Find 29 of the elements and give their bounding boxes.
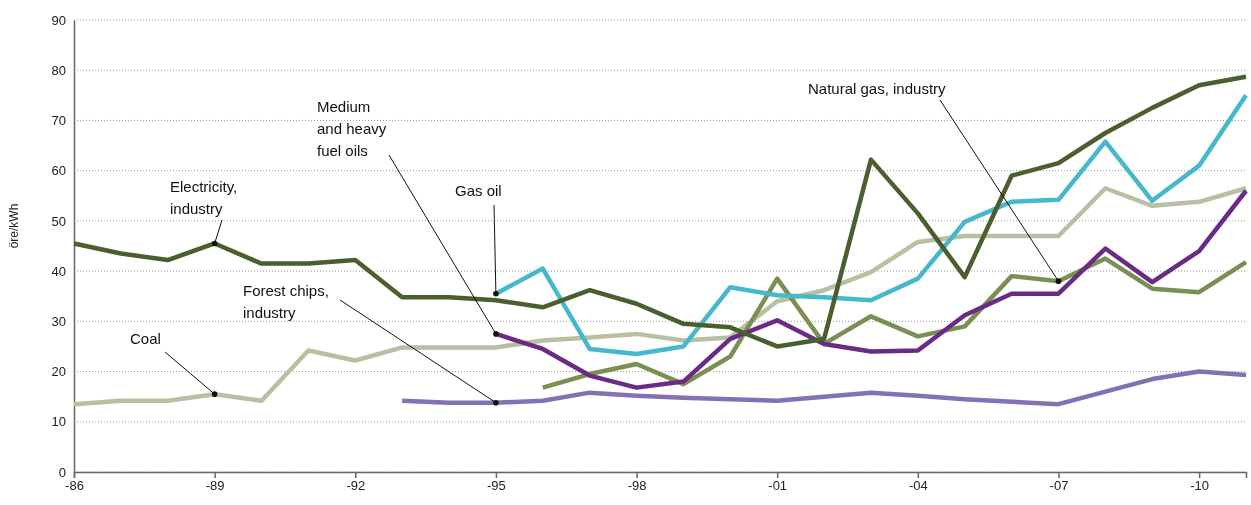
x-tick-label: -01: [768, 478, 788, 494]
line-series: [71, 74, 1249, 349]
x-tick-label: -98: [627, 478, 647, 494]
y-tick-label: 60: [51, 163, 66, 179]
x-tick-label: -07: [1049, 478, 1069, 494]
y-tick-label: 20: [51, 364, 66, 380]
y-tick-label: 50: [51, 213, 66, 229]
annotation: Forest chips, industry: [243, 282, 329, 321]
y-tick-label: 80: [51, 62, 66, 78]
y-tick-label: 30: [51, 313, 66, 329]
x-tick-label: -89: [205, 478, 225, 494]
annotation: Medium and heavy fuel oils: [317, 98, 387, 159]
y-tick-label: 10: [51, 414, 66, 430]
x-tick-label: -10: [1190, 478, 1210, 494]
y-axis-title: öre/kWh: [7, 203, 21, 249]
annotation: Electricity, industry: [170, 178, 238, 217]
x-tick-label: -95: [487, 478, 506, 494]
x-tick-label: -04: [908, 478, 928, 494]
y-tick-label: 70: [51, 113, 66, 129]
x-tick-label: -86: [65, 478, 84, 494]
y-tick-label: 40: [51, 263, 66, 279]
annotation: Natural gas, industry: [808, 80, 947, 97]
y-tick-label: 90: [51, 12, 66, 28]
annotation: Coal: [130, 330, 161, 347]
x-tick-label: -92: [346, 478, 366, 494]
line-series: [540, 256, 1249, 390]
y-tick-label: 0: [58, 464, 66, 480]
line-series: [399, 369, 1249, 407]
annotation: Gas oil: [455, 182, 502, 199]
